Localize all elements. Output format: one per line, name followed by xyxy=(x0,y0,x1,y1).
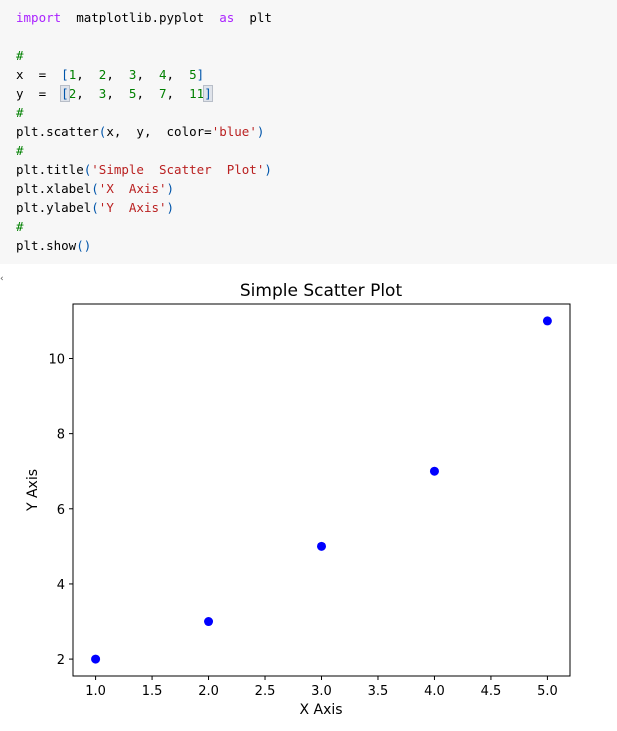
y-tick-label: 4 xyxy=(57,578,65,593)
code-line: plt.xlabel('X Axis') xyxy=(16,179,272,198)
code-token: matplotlib.pyplot xyxy=(61,10,220,25)
code-line: # xyxy=(16,103,272,122)
code-token: plt.scatter xyxy=(16,124,99,139)
code-token: 'Simple Scatter Plot' xyxy=(91,162,265,177)
code-token: ( xyxy=(98,124,107,139)
x-tick-label: 2.0 xyxy=(198,684,219,699)
code-token: [ xyxy=(60,85,70,102)
x-tick-label: 2.5 xyxy=(255,684,276,699)
code-token: 'blue' xyxy=(211,124,257,139)
x-axis-ticks: 1.0 1.5 2.0 2.5 3.0 3.5 4.0 4.5 5.0 xyxy=(85,676,558,699)
x-tick-label: 4.0 xyxy=(424,684,445,699)
code-token: 7 xyxy=(159,86,167,101)
code-token: # xyxy=(16,48,24,63)
code-token: 'X Axis' xyxy=(98,181,167,196)
code-line: x = [1, 2, 3, 4, 5] xyxy=(16,65,272,84)
code-token: ) xyxy=(166,200,175,215)
code-token: ] xyxy=(196,67,205,82)
code-token: , xyxy=(76,86,99,101)
code-cell[interactable]: import matplotlib.pyplot as plt # x = [1, … xyxy=(0,0,617,264)
code-token: as xyxy=(219,10,235,25)
y-tick-label: 10 xyxy=(48,352,65,367)
code-token: # xyxy=(16,143,24,158)
code-line xyxy=(16,27,272,46)
code-token: , xyxy=(106,67,129,82)
code-editor[interactable]: import matplotlib.pyplot as plt # x = [1, … xyxy=(16,8,272,255)
plot-frame xyxy=(72,303,571,677)
x-tick-label: 5.0 xyxy=(537,684,558,699)
code-token: , xyxy=(166,86,190,101)
x-axis-title: X Axis xyxy=(299,702,342,718)
data-point xyxy=(317,541,326,551)
data-point xyxy=(542,316,552,326)
x-tick-label: 3.0 xyxy=(311,684,332,699)
code-line: plt.scatter(x, y, color='blue') xyxy=(16,122,272,141)
code-token: 2 xyxy=(68,86,77,101)
code-token: x = xyxy=(16,67,62,82)
x-tick-label: 1.5 xyxy=(142,684,163,699)
code-token: plt.xlabel xyxy=(16,181,92,196)
data-point xyxy=(429,466,439,476)
code-line: import matplotlib.pyplot as plt xyxy=(16,8,272,27)
x-tick-label: 4.5 xyxy=(481,684,502,699)
code-token: 4 xyxy=(159,67,167,82)
code-token: ( xyxy=(91,200,99,215)
code-token: ] xyxy=(203,85,213,102)
y-tick-label: 8 xyxy=(57,428,65,443)
code-token: 1 xyxy=(68,67,77,82)
code-token: 11 xyxy=(189,86,205,101)
y-axis-ticks: 2 4 6 8 10 xyxy=(48,352,73,668)
code-token: 'Y Axis' xyxy=(98,200,167,215)
code-line: # xyxy=(16,46,272,65)
y-axis-title: Y Axis xyxy=(25,469,41,512)
code-line: plt.title('Simple Scatter Plot') xyxy=(16,160,272,179)
code-token: # xyxy=(16,219,24,234)
code-token: , xyxy=(166,67,190,82)
code-token: [ xyxy=(61,67,69,82)
data-points xyxy=(91,316,552,664)
code-token: plt.show xyxy=(16,238,77,253)
code-token: ( xyxy=(83,162,92,177)
code-line: y = [2, 3, 5, 7, 11] xyxy=(16,84,272,103)
code-token: ( xyxy=(91,181,99,196)
code-token: x, y, color= xyxy=(106,124,212,139)
code-token: ) xyxy=(256,124,265,139)
x-tick-label: 1.0 xyxy=(85,684,106,699)
code-token: # xyxy=(16,105,24,120)
code-token: plt.title xyxy=(16,162,84,177)
code-token: import xyxy=(16,10,62,25)
code-token: y = xyxy=(16,86,62,101)
y-tick-label: 6 xyxy=(57,503,65,518)
code-token: plt.ylabel xyxy=(16,200,92,215)
code-token: , xyxy=(106,86,129,101)
code-token: 3 xyxy=(98,86,107,101)
code-token: () xyxy=(76,238,92,253)
code-token: 3 xyxy=(128,67,137,82)
code-line: # xyxy=(16,141,272,160)
code-token: plt xyxy=(234,10,272,25)
data-point xyxy=(91,654,101,664)
code-token: ) xyxy=(264,162,272,177)
code-token: , xyxy=(136,86,160,101)
data-point xyxy=(204,617,214,627)
chart-title: Simple Scatter Plot xyxy=(240,281,403,301)
code-token: 5 xyxy=(128,86,137,101)
code-line: plt.ylabel('Y Axis') xyxy=(16,198,272,217)
code-token: 2 xyxy=(98,67,107,82)
code-line: plt.show() xyxy=(16,236,272,255)
code-token: , xyxy=(136,67,160,82)
x-tick-label: 3.5 xyxy=(368,684,389,699)
code-token: 5 xyxy=(189,67,197,82)
code-token: ) xyxy=(166,181,175,196)
cell-output-marker: ‹ xyxy=(0,274,4,284)
code-line: # xyxy=(16,217,272,236)
scatter-chart: Simple Scatter Plot 1.0 1.5 2.0 2.5 3.0 3.5 4.… xyxy=(25,281,571,718)
code-token: , xyxy=(76,67,99,82)
y-tick-label: 2 xyxy=(57,653,65,668)
